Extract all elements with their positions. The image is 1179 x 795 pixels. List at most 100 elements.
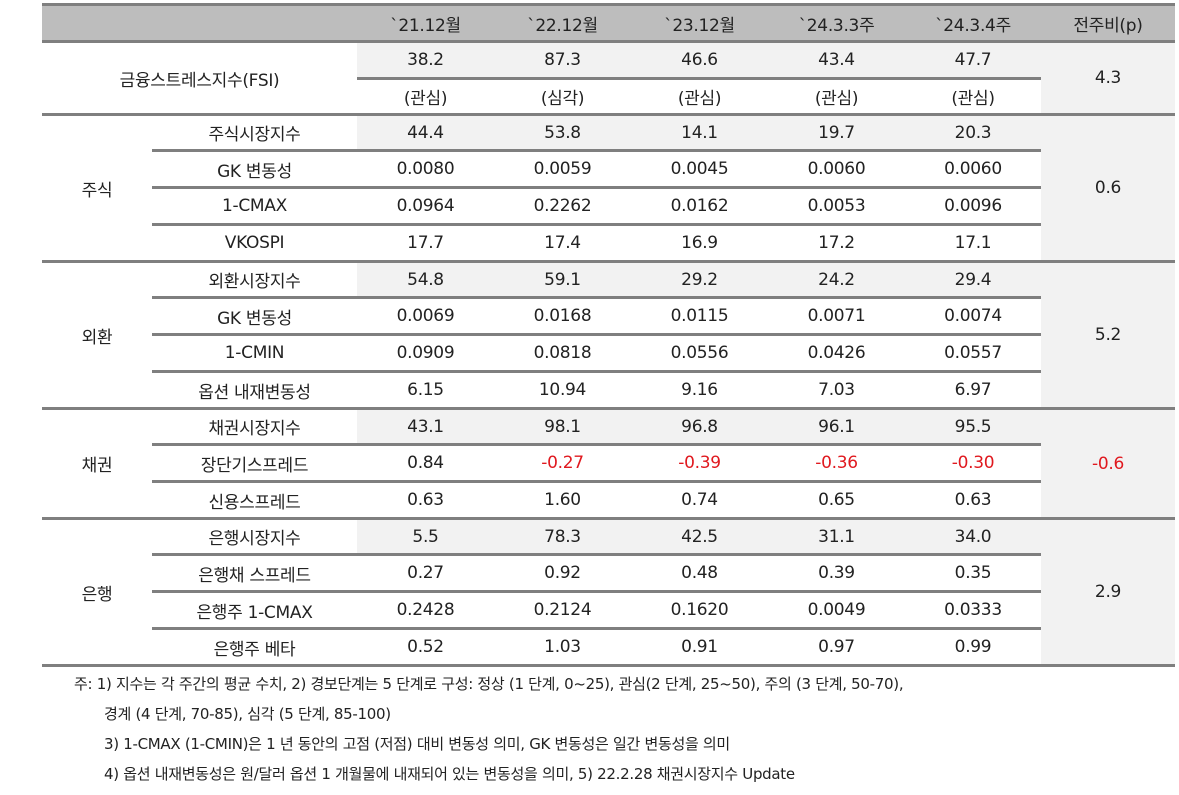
- cell-value: 0.2124: [494, 590, 631, 629]
- table-row: 옵션 내재변동성 6.15 10.94 9.16 7.03 6.97: [42, 370, 1175, 410]
- cell-value: 0.91: [631, 627, 768, 667]
- table-row: 은행주 1-CMAX 0.2428 0.2124 0.1620 0.0049 0…: [42, 590, 1175, 629]
- fsi-level: (관심): [905, 77, 1041, 116]
- cell-value: 6.97: [905, 370, 1041, 410]
- cell-value: 0.0964: [357, 186, 494, 225]
- cell-value: 96.1: [768, 408, 905, 445]
- cell-value: 0.0115: [631, 296, 768, 335]
- cell-value: 42.5: [631, 518, 768, 555]
- cell-value-negative: -0.27: [494, 443, 631, 482]
- table-row: 은행채 스프레드 0.27 0.92 0.48 0.39 0.35: [42, 553, 1175, 592]
- col-header-wow-change: 전주비(p): [1041, 3, 1175, 43]
- cell-value: 29.4: [905, 261, 1041, 298]
- row-label: VKOSPI: [152, 223, 357, 263]
- cell-value: 34.0: [905, 518, 1041, 555]
- fsi-label: 금융스트레스지수(FSI): [42, 41, 357, 116]
- cell-value: 0.27: [357, 553, 494, 592]
- cell-value: 19.7: [768, 114, 905, 151]
- cell-value: 10.94: [494, 370, 631, 410]
- cell-value: 0.0049: [768, 590, 905, 629]
- cell-value: 5.5: [357, 518, 494, 555]
- cell-value: 1.03: [494, 627, 631, 667]
- group-change-bond: -0.6: [1041, 408, 1175, 520]
- col-header-2212: `22.12월: [494, 3, 631, 43]
- cell-value: 7.03: [768, 370, 905, 410]
- footnote-line: 주: 1) 지수는 각 주간의 평균 수치, 2) 경보단계는 5 단계로 구성…: [74, 675, 904, 693]
- cell-value: 9.16: [631, 370, 768, 410]
- cell-value: 0.0096: [905, 186, 1041, 225]
- fsi-level: (심각): [494, 77, 631, 116]
- cell-value: 29.2: [631, 261, 768, 298]
- cell-value: 0.52: [357, 627, 494, 667]
- table-row: 1-CMAX 0.0964 0.2262 0.0162 0.0053 0.009…: [42, 186, 1175, 225]
- cell-value: 17.1: [905, 223, 1041, 263]
- cell-value-negative: -0.36: [768, 443, 905, 482]
- cell-value: 0.84: [357, 443, 494, 482]
- cell-value: 78.3: [494, 518, 631, 555]
- fsi-value: 46.6: [631, 41, 768, 79]
- row-label: 1-CMAX: [152, 186, 357, 225]
- cell-value: 0.39: [768, 553, 905, 592]
- row-label: 은행시장지수: [208, 529, 301, 549]
- cell-value: 0.0818: [494, 333, 631, 372]
- cell-value: 96.8: [631, 408, 768, 445]
- footnote-line: 경계 (4 단계, 70-85), 심각 (5 단계, 85-100): [104, 705, 391, 723]
- row-label: 장단기스프레드: [152, 443, 357, 482]
- group-label-bank: 은행: [42, 518, 152, 667]
- cell-value: 98.1: [494, 408, 631, 445]
- row-label: 은행채 스프레드: [152, 553, 357, 592]
- table-row: 1-CMIN 0.0909 0.0818 0.0556 0.0426 0.055…: [42, 333, 1175, 372]
- fsi-level: (관심): [357, 77, 494, 116]
- cell-value: 17.7: [357, 223, 494, 263]
- fsi-change: 4.3: [1041, 41, 1175, 116]
- table-row: 외환 외환시장지수 54.8 59.1 29.2 24.2 29.4 5.2: [42, 261, 1175, 410]
- group-change-bank: 2.9: [1041, 518, 1175, 667]
- cell-value: 43.1: [357, 408, 494, 445]
- fsi-level: (관심): [768, 77, 905, 116]
- fsi-level: (관심): [631, 77, 768, 116]
- cell-value: 0.0162: [631, 186, 768, 225]
- cell-value: 0.0557: [905, 333, 1041, 372]
- cell-value: 0.48: [631, 553, 768, 592]
- cell-value: 0.0426: [768, 333, 905, 372]
- cell-value: 0.35: [905, 553, 1041, 592]
- row-label: 은행주 베타: [152, 627, 357, 667]
- cell-value-negative: -0.30: [905, 443, 1041, 482]
- table-row: 신용스프레드 0.63 1.60 0.74 0.65 0.63: [42, 480, 1175, 520]
- cell-value: 0.0071: [768, 296, 905, 335]
- cell-value: 95.5: [905, 408, 1041, 445]
- cell-value: 1.60: [494, 480, 631, 520]
- row-label: 1-CMIN: [152, 333, 357, 372]
- group-label-fx: 외환: [42, 261, 152, 410]
- cell-value: 0.99: [905, 627, 1041, 667]
- cell-value: 0.0074: [905, 296, 1041, 335]
- cell-value: 17.4: [494, 223, 631, 263]
- fsi-value: 47.7: [905, 41, 1041, 79]
- row-label: 외환시장지수: [208, 272, 301, 292]
- col-header-2112: `21.12월: [357, 3, 494, 43]
- cell-value: 0.0168: [494, 296, 631, 335]
- table-row: 장단기스프레드 0.84 -0.27 -0.39 -0.36 -0.30: [42, 443, 1175, 482]
- fsi-level-row: (관심) (심각) (관심) (관심) (관심): [42, 77, 1175, 116]
- cell-value: 0.0069: [357, 296, 494, 335]
- cell-value: 0.1620: [631, 590, 768, 629]
- financial-stress-index-table: `21.12월 `22.12월 `23.12월 `24.3.3주 `24.3.4…: [42, 3, 1175, 667]
- header-row: `21.12월 `22.12월 `23.12월 `24.3.3주 `24.3.4…: [42, 3, 1175, 43]
- row-label: 주식시장지수: [208, 125, 301, 145]
- row-label: GK 변동성: [152, 296, 357, 335]
- cell-value: 0.65: [768, 480, 905, 520]
- row-label: 채권시장지수: [208, 419, 301, 439]
- header-blank: [42, 3, 357, 43]
- cell-value: 54.8: [357, 261, 494, 298]
- row-label: GK 변동성: [152, 149, 357, 188]
- cell-value-negative: -0.39: [631, 443, 768, 482]
- table-row: 은행주 베타 0.52 1.03 0.91 0.97 0.99: [42, 627, 1175, 667]
- group-change-fx: 5.2: [1041, 261, 1175, 410]
- cell-value: 24.2: [768, 261, 905, 298]
- group-change-stock: 0.6: [1041, 114, 1175, 263]
- col-header-24-3-4: `24.3.4주: [905, 3, 1041, 43]
- cell-value: 0.0556: [631, 333, 768, 372]
- cell-value: 44.4: [357, 114, 494, 151]
- col-header-24-3-3: `24.3.3주: [768, 3, 905, 43]
- table-row: 은행 은행시장지수 5.5 78.3 42.5 31.1 34.0 2.9: [42, 518, 1175, 667]
